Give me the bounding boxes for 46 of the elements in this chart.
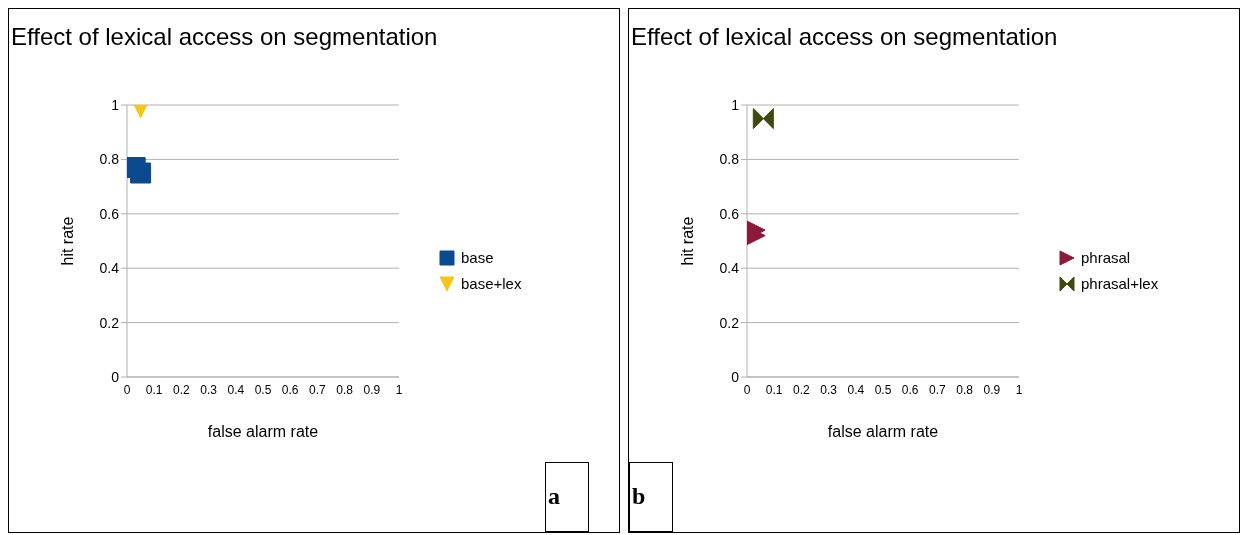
y-tick-label: 0.6 xyxy=(719,205,740,222)
x-tick-label: 0.1 xyxy=(145,382,163,397)
y-tick-label: 0.2 xyxy=(719,314,740,331)
x-tick-label: 0.4 xyxy=(847,382,865,397)
x-tick-label: 0.3 xyxy=(200,382,218,397)
text: a xyxy=(545,462,589,532)
y-tick-label: 1 xyxy=(111,96,120,113)
y-tick-label: 0.6 xyxy=(99,205,120,222)
y-tick-label: 0.2 xyxy=(99,314,120,331)
x-tick-label: 0.8 xyxy=(956,382,974,397)
y-tick-label: 0 xyxy=(111,368,120,385)
x-tick-label: 0.6 xyxy=(901,382,919,397)
x-tick-label: 1 xyxy=(1015,382,1023,397)
y-tick-label: 0.8 xyxy=(99,151,120,168)
y-tick-label: 0.4 xyxy=(719,260,740,277)
y-axis-title: hit rate xyxy=(678,216,696,266)
x-tick-label: 1 xyxy=(395,382,403,397)
x-tick-label: 0.5 xyxy=(874,382,892,397)
x-tick-label: 0.5 xyxy=(254,382,272,397)
chart-title: Effect of lexical access on segmentation xyxy=(631,23,1059,51)
x-tick-label: 0.9 xyxy=(983,382,1001,397)
x-tick-label: 0.7 xyxy=(929,382,947,397)
x-tick-label: 0.4 xyxy=(227,382,245,397)
y-tick-label: 0.4 xyxy=(99,260,120,277)
x-tick-label: 0.8 xyxy=(336,382,354,397)
x-tick-label: 0 xyxy=(123,382,131,397)
x-tick-label: 0.3 xyxy=(820,382,838,397)
x-tick-label: 0.2 xyxy=(793,382,811,397)
legend-label: phrasal xyxy=(1081,247,1131,268)
x-tick-label: 0.1 xyxy=(765,382,783,397)
x-tick-label: 0.6 xyxy=(281,382,299,397)
x-axis-title: false alarm rate xyxy=(207,423,319,440)
y-axis-title: hit rate xyxy=(58,216,76,266)
x-tick-label: 0.2 xyxy=(173,382,191,397)
y-tick-label: 1 xyxy=(731,96,740,113)
x-tick-label: 0.9 xyxy=(363,382,381,397)
y-tick-label: 0.8 xyxy=(719,151,740,168)
text: b xyxy=(629,462,673,532)
legend-label: phrasal+lex xyxy=(1081,273,1159,294)
x-axis-title: false alarm rate xyxy=(827,423,939,440)
x-tick-label: 0 xyxy=(743,382,751,397)
x-tick-label: 0.7 xyxy=(309,382,327,397)
legend-label: base xyxy=(461,247,494,268)
y-tick-label: 0 xyxy=(731,368,740,385)
legend-label: base+lex xyxy=(461,273,522,294)
chart-title: Effect of lexical access on segmentation xyxy=(11,23,439,51)
